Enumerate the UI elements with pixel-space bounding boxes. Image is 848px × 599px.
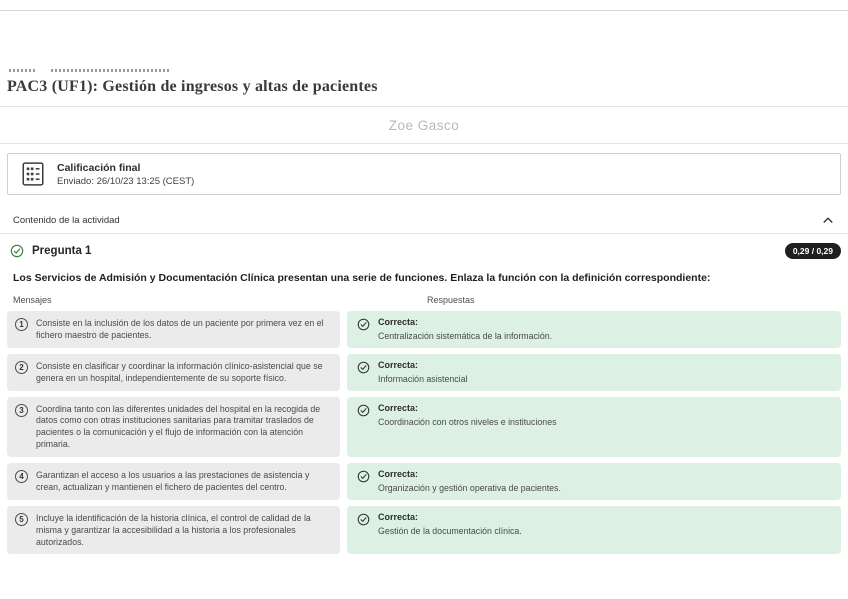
student-name-band: Zoe Gasco [0,107,848,144]
answer-text: Organización y gestión operativa de paci… [378,483,561,493]
message-text: Incluye la identificación de la historia… [36,512,311,547]
answer-status: Correcta: [378,402,419,413]
section-divider [0,233,848,234]
breadcrumb-redacted [7,68,841,72]
breadcrumb-segment [51,68,171,72]
item-number: 5 [15,512,28,526]
correct-check-icon [357,404,370,452]
grade-label: Calificación final [57,161,141,174]
correct-check-icon [357,513,370,549]
match-row: 3 Coordina tanto con las diferentes unid… [7,396,841,457]
match-row: 4 Garantizan el acceso a los usuarios a … [7,463,841,500]
message-box: 5 Incluye la identificación de la histor… [7,505,340,555]
activity-content-label: Contenido de la actividad [13,214,120,226]
message-text: Consiste en clasificar y coordinar la in… [36,360,323,383]
activity-content-toggle[interactable]: Contenido de la actividad [7,214,841,226]
top-divider [0,10,848,11]
answer-status: Correcta: [378,469,419,479]
match-row: 5 Incluye la identificación de la histor… [7,505,841,555]
answer-box: Correcta: Información asistencial [347,353,841,391]
message-box: 2 Consiste en clasificar y coordinar la … [7,353,340,391]
title-divider [0,106,848,107]
message-text: Consiste en la inclusión de los datos de… [36,318,324,340]
answer-status: Correcta: [378,317,419,327]
question-prompt: Los Servicios de Admisión y Documentació… [13,272,711,284]
message-box: 3 Coordina tanto con las diferentes unid… [7,396,340,457]
page-title: PAC3 (UF1): Gestión de ingresos y altas … [7,78,378,95]
answer-box: Correcta: Gestión de la documentación cl… [347,505,841,555]
question-title: Pregunta 1 [32,245,92,257]
answer-status: Correcta: [378,511,419,522]
student-name: Zoe Gasco [388,117,460,133]
answer-box: Correcta: Centralización sistemática de … [347,311,841,348]
item-number: 1 [15,318,28,331]
gradebook-icon [20,161,46,187]
column-headers: Mensajes Respuestas [7,295,841,305]
score-badge: 0,29 / 0,29 [784,243,841,259]
answer-text: Coordinación con otros niveles e institu… [378,416,557,427]
answer-text: Información asistencial [378,373,468,384]
answer-text: Centralización sistemática de la informa… [378,331,553,341]
item-number: 4 [15,470,28,483]
answer-box: Correcta: Coordinación con otros niveles… [347,396,841,457]
message-box: 4 Garantizan el acceso a los usuarios a … [7,463,340,500]
match-row: 1 Consiste en la inclusión de los datos … [7,311,841,348]
answer-text: Gestión de la documentación clínica. [378,525,522,536]
correct-check-icon [357,318,370,342]
question-header: Pregunta 1 0,29 / 0,29 [7,243,841,259]
grade-submitted-date: Enviado: 26/10/23 13:25 (CEST) [57,175,195,187]
message-text: Garantizan el acceso a los usuarios a la… [36,470,310,492]
answer-status: Correcta: [378,359,419,370]
message-box: 1 Consiste en la inclusión de los datos … [7,311,340,348]
question-correct-check-icon [10,244,24,258]
match-row: 2 Consiste en clasificar y coordinar la … [7,353,841,391]
correct-check-icon [357,361,370,385]
final-grade-panel: Calificación final Enviado: 26/10/23 13:… [7,153,841,195]
item-number: 2 [15,360,28,374]
item-number: 3 [15,403,28,417]
breadcrumb-segment [9,68,35,72]
correct-check-icon [357,470,370,494]
column-header-messages: Mensajes [13,295,52,305]
message-text: Coordina tanto con las diferentes unidad… [36,403,321,450]
answer-box: Correcta: Organización y gestión operati… [347,463,841,500]
column-header-answers: Respuestas [427,295,475,305]
chevron-up-icon[interactable] [822,214,834,226]
